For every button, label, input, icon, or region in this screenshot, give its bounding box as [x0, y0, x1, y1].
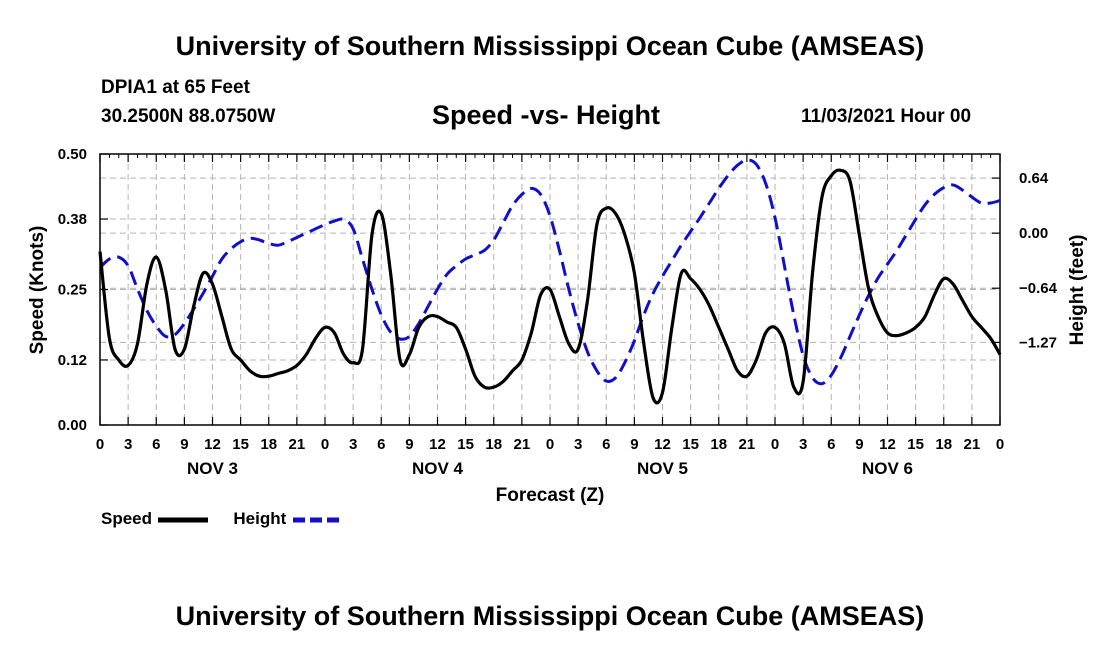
x-tick-label: 12 — [879, 436, 896, 453]
axes: 0 3 6 9 12 15 18 21 0 3 6 9 12 15 18 21 0 3 6 9 12 15 18 21 0 3 6 9… — [58, 146, 1058, 478]
x-tick-label: 0 — [996, 436, 1004, 453]
x-tick-label: 6 — [827, 436, 835, 453]
x-tick-label: 15 — [232, 436, 249, 453]
y2-axis-label: Height (feet) — [1067, 235, 1088, 346]
y2-tick-label: −0.64 — [1019, 280, 1058, 297]
day-label: NOV 5 — [637, 459, 688, 478]
x-tick-label: 18 — [710, 436, 727, 453]
chart-title: Speed -vs- Height — [432, 100, 661, 130]
x-tick-label: 6 — [152, 436, 160, 453]
x-tick-label: 0 — [96, 436, 104, 453]
x-tick-label: 18 — [935, 436, 952, 453]
x-tick-label: 3 — [574, 436, 582, 453]
x-tick-label: 21 — [964, 436, 981, 453]
x-tick-label: 21 — [289, 436, 306, 453]
x-tick-label: 9 — [630, 436, 638, 453]
x-tick-label: 6 — [377, 436, 385, 453]
x-tick-label: 15 — [682, 436, 699, 453]
legend-speed-label: Speed — [101, 509, 153, 528]
height-series-line — [98, 158, 1001, 386]
y2-tick-label: 0.64 — [1019, 170, 1049, 187]
x-tick-label: 12 — [654, 436, 671, 453]
y-tick-label: 0.12 — [58, 352, 87, 369]
x-tick-label: 3 — [124, 436, 132, 453]
legend-speed-swatch — [158, 517, 209, 523]
speed-height-chart: 0 3 6 9 12 15 18 21 0 3 6 9 12 15 18 21 0 3 6 9 12 15 18 21 0 3 6 9… — [27, 146, 1088, 506]
day-label: NOV 3 — [187, 459, 238, 478]
x-tick-label: 9 — [180, 436, 188, 453]
day-label: NOV 4 — [412, 459, 464, 478]
series-layer — [98, 158, 1002, 405]
y2-tick-label: 0.00 — [1019, 225, 1048, 242]
x-tick-label: 0 — [771, 436, 779, 453]
y2-tick-label: −1.27 — [1019, 334, 1057, 351]
legend-height-swatch — [292, 517, 343, 523]
y-tick-label: 0.00 — [58, 417, 87, 434]
x-tick-label: 9 — [855, 436, 863, 453]
x-tick-label: 21 — [739, 436, 756, 453]
station-label: DPIA1 at 65 Feet — [101, 77, 250, 98]
plot-frame — [99, 153, 1001, 426]
footer-title: University of Southern Mississippi Ocean… — [175, 601, 925, 631]
x-tick-label: 3 — [799, 436, 807, 453]
x-tick-label: 12 — [204, 436, 221, 453]
day-label: NOV 6 — [862, 459, 913, 478]
x-tick-label: 0 — [546, 436, 554, 453]
y-tick-label: 0.50 — [58, 146, 87, 163]
x-tick-label: 21 — [514, 436, 531, 453]
grid — [100, 154, 1000, 425]
x-tick-label: 0 — [321, 436, 329, 453]
legend: Speed Height — [101, 509, 345, 529]
legend-height-label: Height — [233, 509, 287, 528]
x-axis-label: Forecast (Z) — [496, 485, 605, 506]
x-tick-label: 9 — [405, 436, 413, 453]
coordinates-label: 30.2500N 88.0750W — [101, 106, 276, 127]
x-tick-label: 15 — [907, 436, 924, 453]
x-tick-label: 6 — [602, 436, 610, 453]
x-tick-label: 15 — [457, 436, 474, 453]
main-title: University of Southern Mississippi Ocean… — [175, 31, 925, 61]
x-tick-label: 12 — [429, 436, 446, 453]
x-tick-label: 18 — [485, 436, 502, 453]
x-tick-label: 3 — [349, 436, 357, 453]
y-axis-label: Speed (Knots) — [27, 226, 48, 355]
x-tick-label: 18 — [260, 436, 277, 453]
speed-series-line — [98, 168, 1002, 405]
y-tick-label: 0.38 — [58, 211, 87, 228]
y-tick-label: 0.25 — [58, 282, 87, 299]
forecast-run-label: 11/03/2021 Hour 00 — [801, 106, 972, 127]
